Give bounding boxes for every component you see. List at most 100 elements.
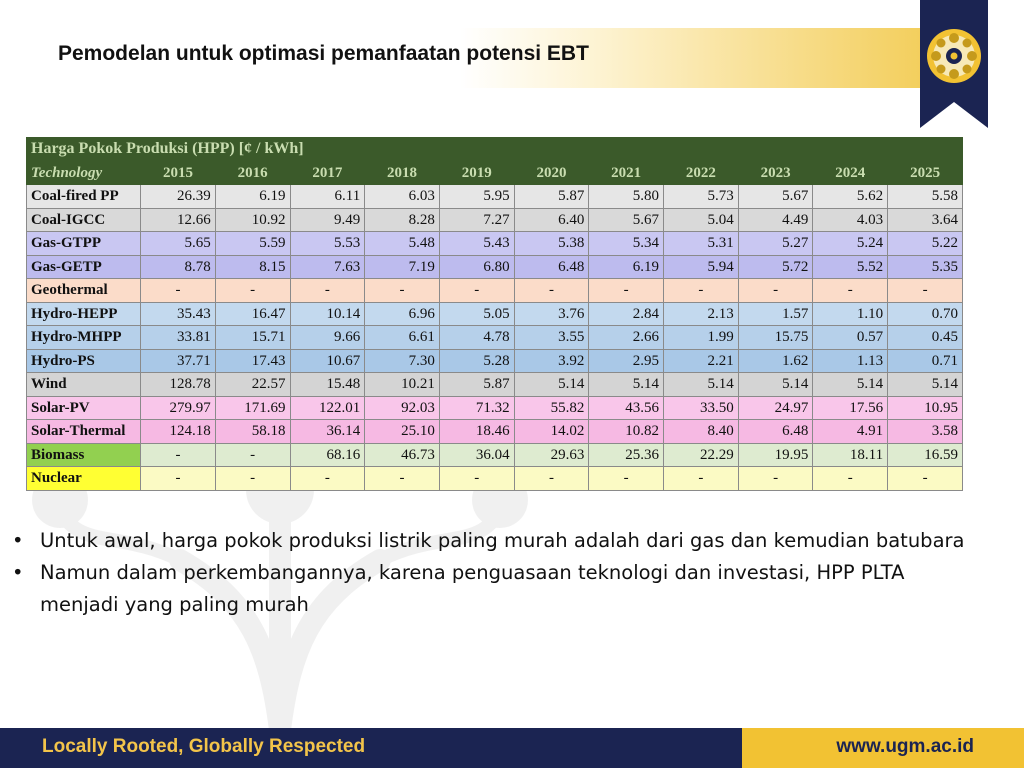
- hpp-value-cell: 8.40: [663, 419, 739, 444]
- hpp-value-cell: 5.87: [513, 184, 590, 209]
- technology-name: Hydro-HEPP: [25, 301, 142, 326]
- hpp-value-cell: 5.43: [438, 231, 515, 256]
- hpp-value-cell: 3.58: [887, 419, 963, 444]
- hpp-value-cell: -: [588, 466, 665, 491]
- technology-name: Hydro-PS: [25, 348, 142, 373]
- table-row: Coal-fired PP 26.39 6.19 6.11 6.03 5.95 5.87 5.…: [25, 184, 963, 209]
- hpp-value-cell: 25.36: [588, 442, 665, 467]
- hpp-value-cell: 10.92: [214, 207, 291, 232]
- hpp-value-cell: 122.01: [289, 395, 366, 420]
- hpp-value-cell: -: [438, 466, 515, 491]
- hpp-value-cell: -: [214, 466, 291, 491]
- table-row: Geothermal - - - - - - - - - - -: [25, 278, 963, 303]
- hpp-value-cell: 10.21: [364, 372, 440, 397]
- hpp-value-cell: 4.78: [438, 325, 515, 350]
- hpp-value-cell: 33.50: [663, 395, 739, 420]
- hpp-value-cell: -: [588, 278, 665, 303]
- hpp-value-cell: 3.64: [887, 207, 963, 232]
- footer-url-panel: [742, 728, 1024, 768]
- hpp-value-cell: 0.45: [887, 325, 963, 350]
- bullet-text: Namun dalam perkembangannya, karena peng…: [40, 561, 905, 616]
- hpp-value-cell: 0.70: [887, 301, 963, 326]
- hpp-value-cell: 5.73: [663, 184, 739, 209]
- hpp-value-cell: 17.56: [812, 395, 889, 420]
- hpp-value-cell: 1.62: [737, 348, 814, 373]
- hpp-value-cell: 15.71: [214, 325, 291, 350]
- table-row: Hydro-MHPP 33.81 15.71 9.66 6.61 4.78 3.55 2.66…: [25, 325, 963, 350]
- hpp-value-cell: -: [364, 278, 440, 303]
- hpp-value-cell: 2.66: [588, 325, 665, 350]
- hpp-value-cell: 6.40: [513, 207, 590, 232]
- hpp-value-cell: 10.67: [289, 348, 366, 373]
- hpp-value-cell: 5.27: [737, 231, 814, 256]
- hpp-value-cell: 58.18: [214, 419, 291, 444]
- hpp-value-cell: 36.04: [438, 442, 515, 467]
- hpp-value-cell: 6.48: [737, 419, 814, 444]
- table-row: Solar-Thermal 124.18 58.18 36.14 25.10 18.46 1…: [25, 419, 963, 444]
- hpp-value-cell: 15.75: [737, 325, 814, 350]
- hpp-value-cell: -: [663, 278, 739, 303]
- hpp-value-cell: 6.03: [364, 184, 440, 209]
- hpp-value-cell: 6.96: [364, 301, 440, 326]
- hpp-value-cell: 8.28: [364, 207, 440, 232]
- technology-name: Hydro-MHPP: [25, 325, 142, 350]
- hpp-value-cell: 3.55: [513, 325, 590, 350]
- hpp-value-cell: 171.69: [214, 395, 291, 420]
- footer-tagline: Locally Rooted, Globally Respected: [42, 736, 366, 757]
- hpp-value-cell: 5.87: [438, 372, 515, 397]
- technology-name: Gas-GETP: [25, 254, 142, 279]
- hpp-value-cell: 22.29: [663, 442, 739, 467]
- hpp-value-cell: 22.57: [214, 372, 291, 397]
- hpp-value-cell: -: [214, 278, 291, 303]
- hpp-value-cell: -: [289, 466, 366, 491]
- table-row: Hydro-PS 37.71 17.43 10.67 7.30 5.28 3.92 2.95 2…: [25, 348, 963, 373]
- hpp-value-cell: 33.81: [140, 325, 216, 350]
- hpp-value-cell: 6.19: [588, 254, 665, 279]
- hpp-value-cell: 5.14: [812, 372, 889, 397]
- hpp-value-cell: -: [812, 466, 889, 491]
- hpp-value-cell: 25.10: [364, 419, 440, 444]
- hpp-value-cell: 4.91: [812, 419, 889, 444]
- hpp-value-cell: 35.43: [140, 301, 216, 326]
- hpp-value-cell: 5.52: [812, 254, 889, 279]
- hpp-value-cell: 26.39: [140, 184, 216, 209]
- hpp-value-cell: 5.31: [663, 231, 739, 256]
- year-header: 2024: [812, 160, 889, 185]
- bullet-item: • Namun dalam perkembangannya, karena pen…: [12, 557, 972, 621]
- bullet-list: • Untuk awal, harga pokok produksi listri…: [12, 525, 972, 621]
- hpp-table: Harga Pokok Produksi (HPP) [¢ / kWh] Tec…: [25, 137, 963, 491]
- table-row: Biomass - -68.16 46.73 36.04 29.63 25.36 22.29 1…: [25, 442, 963, 467]
- hpp-value-cell: 68.16: [289, 442, 366, 467]
- hpp-value-cell: 0.71: [887, 348, 963, 373]
- hpp-value-cell: 5.14: [663, 372, 739, 397]
- hpp-value-cell: 5.62: [812, 184, 889, 209]
- hpp-value-cell: 5.14: [513, 372, 590, 397]
- technology-name: Solar-PV: [25, 395, 142, 420]
- hpp-value-cell: 2.21: [663, 348, 739, 373]
- hpp-value-cell: 5.14: [737, 372, 814, 397]
- table-row: Gas-GETP 8.78 8.15 7.63 7.19 6.80 6.48 6.19 5.94…: [25, 254, 963, 279]
- hpp-value-cell: -: [887, 278, 963, 303]
- hpp-value-cell: 5.35: [887, 254, 963, 279]
- hpp-value-cell: 0.57: [812, 325, 889, 350]
- hpp-value-cell: 5.53: [289, 231, 366, 256]
- hpp-value-cell: 8.78: [140, 254, 216, 279]
- hpp-value-cell: -: [140, 442, 216, 467]
- table-row: Wind 128.78 22.57 15.48 10.21 5.87 5.14 5.14 5.1…: [25, 372, 963, 397]
- hpp-value-cell: 16.59: [887, 442, 963, 467]
- year-header: 2020: [513, 160, 590, 185]
- hpp-value-cell: 71.32: [438, 395, 515, 420]
- footer-url-link[interactable]: www.ugm.ac.id: [836, 736, 974, 757]
- table-header-row: Technology 2015 2016 2017 2018 2019 2020 2021 2…: [25, 160, 963, 185]
- hpp-value-cell: -: [140, 466, 216, 491]
- hpp-value-cell: 29.63: [513, 442, 590, 467]
- technology-name: Geothermal: [25, 278, 142, 303]
- hpp-value-cell: -: [364, 466, 440, 491]
- hpp-value-cell: -: [214, 442, 291, 467]
- hpp-value-cell: 5.04: [663, 207, 739, 232]
- hpp-value-cell: 18.11: [812, 442, 889, 467]
- hpp-value-cell: 5.38: [513, 231, 590, 256]
- table-row: Solar-PV 279.97 171.69 122.01 92.03 71.32 55.8…: [25, 395, 963, 420]
- technology-header: Technology: [25, 160, 142, 185]
- bullet-dot-icon: •: [12, 529, 24, 552]
